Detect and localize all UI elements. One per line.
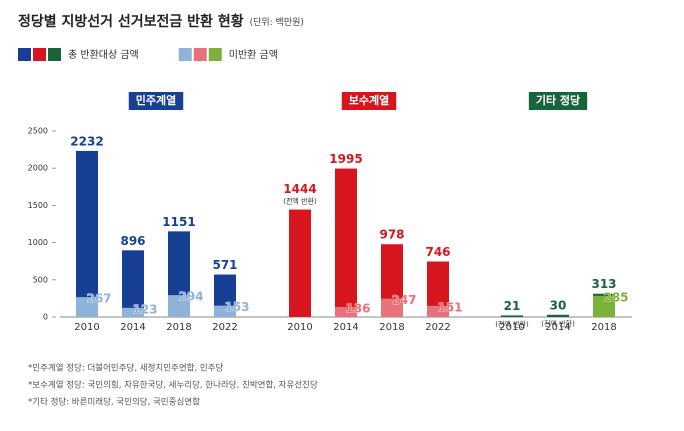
bar-total — [122, 250, 144, 317]
x-tick-label: 2022 — [212, 322, 237, 333]
note: (전액 반환) — [495, 319, 529, 328]
value-label-unreturned: 123 — [132, 302, 157, 316]
group-badge — [528, 92, 588, 110]
x-tick-label: 2022 — [425, 322, 450, 333]
subtitle: (단위: 백만원) — [250, 17, 304, 28]
bar-total — [289, 209, 311, 317]
bar-unreturned — [76, 297, 98, 317]
group-label: 기타 정당 — [536, 93, 580, 107]
value-label-unreturned: 247 — [391, 293, 416, 307]
bar-unreturned — [427, 305, 449, 317]
y-tick-label: 2000 — [28, 164, 48, 173]
value-label-unreturned: 267 — [86, 292, 111, 306]
y-tick-label: 1000 — [28, 238, 48, 247]
value-label: 978 — [379, 228, 404, 242]
bar-total — [501, 315, 523, 317]
group-label: 보수계열 — [349, 93, 389, 107]
bar-unreturned — [168, 295, 190, 317]
group-badge — [341, 92, 397, 110]
legend-label: 미반환 금액 — [229, 49, 278, 61]
bar-unreturned — [381, 298, 403, 317]
value-label-unreturned: 294 — [178, 290, 203, 304]
legend-label: 총 반환대상 금액 — [68, 49, 139, 61]
y-tick-label: 2500 — [28, 127, 48, 136]
x-tick-label: 2010 — [287, 322, 312, 333]
group-label: 민주계열 — [136, 93, 176, 107]
value-label: 896 — [120, 234, 145, 248]
bar-unreturned — [214, 305, 236, 317]
value-label: 30 — [550, 298, 567, 312]
y-tick-label: 500 — [33, 275, 48, 284]
x-tick-label: 2010 — [74, 322, 99, 333]
value-label: 571 — [212, 258, 237, 272]
x-tick-label: 2010 — [499, 322, 524, 333]
legend-swatch — [193, 48, 207, 61]
x-tick-label: 2018 — [379, 322, 404, 333]
x-tick-label: 2018 — [166, 322, 191, 333]
x-tick-label: 2014 — [545, 322, 570, 333]
y-tick-label: 0 — [43, 313, 48, 322]
value-label-unreturned: 136 — [345, 301, 370, 315]
x-tick-label: 2014 — [120, 322, 145, 333]
value-label: 313 — [591, 277, 616, 291]
footnote: *보수계열 정당: 국민의힘, 자유한국당, 새누리당, 한나라당, 친박연합,… — [28, 380, 318, 391]
bar-unreturned — [122, 307, 144, 317]
value-label: 1151 — [162, 215, 195, 229]
x-tick-label: 2014 — [333, 322, 358, 333]
value-label: 21 — [504, 299, 521, 313]
footnote: *민주계열 정당: 더불어민주당, 새정치민주연합, 민주당 — [28, 363, 224, 374]
title: 정당별 지방선거 선거보전금 반환 현황 — [18, 13, 244, 30]
value-label: 1995 — [329, 152, 362, 166]
chart-title: 정당별 지방선거 선거보전금 반환 현황 (단위: 백만원) — [18, 13, 304, 30]
note: (전액 반환) — [283, 197, 317, 206]
legend-swatch — [208, 48, 222, 61]
note: (전액 반환) — [541, 319, 575, 328]
value-label-unreturned: 285 — [603, 290, 628, 304]
bar-unreturned — [593, 295, 615, 317]
x-tick-label: 2018 — [591, 322, 616, 333]
bar-unreturned — [335, 306, 357, 317]
value-label: 2232 — [70, 134, 103, 148]
footnote: *기타 정당: 바른미래당, 국민의당, 국민중심연합 — [28, 397, 200, 408]
bar-total — [76, 150, 98, 317]
value-label-unreturned: 153 — [224, 300, 249, 314]
bar-total — [547, 314, 569, 317]
legend-swatch — [178, 48, 192, 61]
value-label-unreturned: 151 — [437, 300, 462, 314]
legend-swatch — [18, 48, 31, 61]
bar-total — [335, 168, 357, 317]
group-badge — [128, 92, 184, 110]
legend-swatch — [48, 48, 61, 61]
bar-total — [427, 261, 449, 317]
legend-swatch — [33, 48, 46, 61]
value-label: 746 — [425, 245, 450, 259]
y-tick-label: 1500 — [28, 201, 48, 210]
value-label: 1444 — [283, 182, 316, 196]
